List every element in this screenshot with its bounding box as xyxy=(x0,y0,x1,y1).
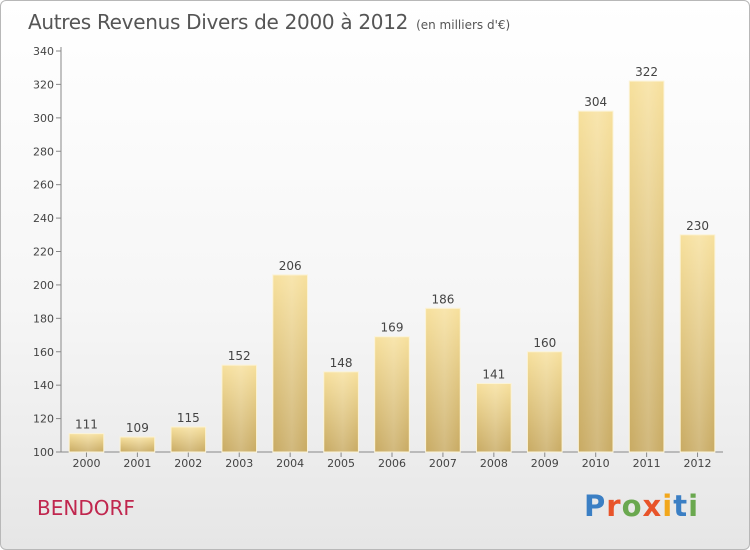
bar-shine-2003 xyxy=(221,365,257,452)
bar-shine-2012 xyxy=(680,234,715,452)
data-label-2007: 186 xyxy=(431,292,454,306)
brand-letter: P xyxy=(584,489,607,523)
y-tick-label: 140 xyxy=(33,379,54,392)
bar-shine-2005 xyxy=(323,371,359,452)
y-tick-label: 300 xyxy=(33,112,54,125)
data-label-2010: 304 xyxy=(584,95,607,109)
x-tick-label: 2001 xyxy=(123,457,151,470)
y-tick-label: 100 xyxy=(33,446,54,459)
y-tick-label: 240 xyxy=(33,212,54,225)
y-tick-label: 340 xyxy=(33,45,54,58)
x-tick-label: 2008 xyxy=(480,457,508,470)
bar-shine-2002 xyxy=(170,426,206,452)
bar-shine-2009 xyxy=(527,351,563,452)
x-tick-label: 2007 xyxy=(429,457,457,470)
brand-letter: t xyxy=(673,489,689,523)
data-label-2006: 169 xyxy=(381,321,404,335)
data-label-2001: 109 xyxy=(126,421,149,435)
x-tick-label: 2002 xyxy=(174,457,202,470)
data-labels: 111 109 115 152 206 148 169 186 141 160 304 322 230 xyxy=(75,65,709,435)
x-tick-label: 2009 xyxy=(531,457,559,470)
chart-title-text: Autres Revenus Divers de 2000 à 2012 xyxy=(28,10,409,34)
x-tick-label: 2000 xyxy=(72,457,100,470)
bar-shine-2006 xyxy=(374,336,410,452)
brand-letter: i xyxy=(688,489,700,523)
data-label-2005: 148 xyxy=(330,356,353,370)
bar-shine-2001 xyxy=(120,436,155,452)
data-label-2003: 152 xyxy=(228,349,251,363)
data-label-2011: 322 xyxy=(635,65,658,79)
y-tick-label: 120 xyxy=(33,413,54,426)
y-tick-label: 280 xyxy=(33,145,54,158)
brand-letter: o xyxy=(621,489,643,523)
x-tick-label: 2003 xyxy=(225,457,253,470)
x-tick-label: 2010 xyxy=(582,457,610,470)
bar-shine-2007 xyxy=(425,308,461,452)
axes: 100 120 140 160 180 200 220 240 260 280 300 320 340 2… xyxy=(33,45,723,470)
chart-subtitle: (en milliers d'€) xyxy=(416,18,511,32)
data-label-2000: 111 xyxy=(75,418,98,432)
data-label-2004: 206 xyxy=(279,259,302,273)
data-label-2008: 141 xyxy=(482,367,505,381)
y-tick-label: 320 xyxy=(33,78,54,91)
x-tick-label: 2004 xyxy=(276,457,304,470)
bar-shine-2008 xyxy=(476,383,512,452)
bar-shine-2000 xyxy=(69,433,104,452)
data-label-2002: 115 xyxy=(177,411,200,425)
place-name: BENDORF xyxy=(37,496,135,520)
data-label-2009: 160 xyxy=(533,336,556,350)
bars xyxy=(68,80,716,453)
chart-title: Autres Revenus Divers de 2000 à 2012 (en … xyxy=(28,10,510,34)
y-tick-label: 180 xyxy=(33,312,54,325)
y-tick-label: 260 xyxy=(33,179,54,192)
bar-shine-2004 xyxy=(272,274,308,452)
bar-shine-2011 xyxy=(629,81,664,452)
brand-letter: x xyxy=(642,489,663,523)
y-tick-label: 200 xyxy=(33,279,54,292)
x-tick-label: 2006 xyxy=(378,457,406,470)
x-tick-label: 2012 xyxy=(684,457,712,470)
brand-logo: Proxiti xyxy=(584,489,699,523)
brand-letter: r xyxy=(606,489,622,523)
x-tick-label: 2005 xyxy=(327,457,355,470)
data-label-2012: 230 xyxy=(686,219,709,233)
y-tick-label: 220 xyxy=(33,246,54,259)
brand-letter: i xyxy=(662,489,674,523)
y-tick-label: 160 xyxy=(33,346,54,359)
x-tick-label: 2011 xyxy=(633,457,661,470)
bar-shine-2010 xyxy=(578,111,614,453)
